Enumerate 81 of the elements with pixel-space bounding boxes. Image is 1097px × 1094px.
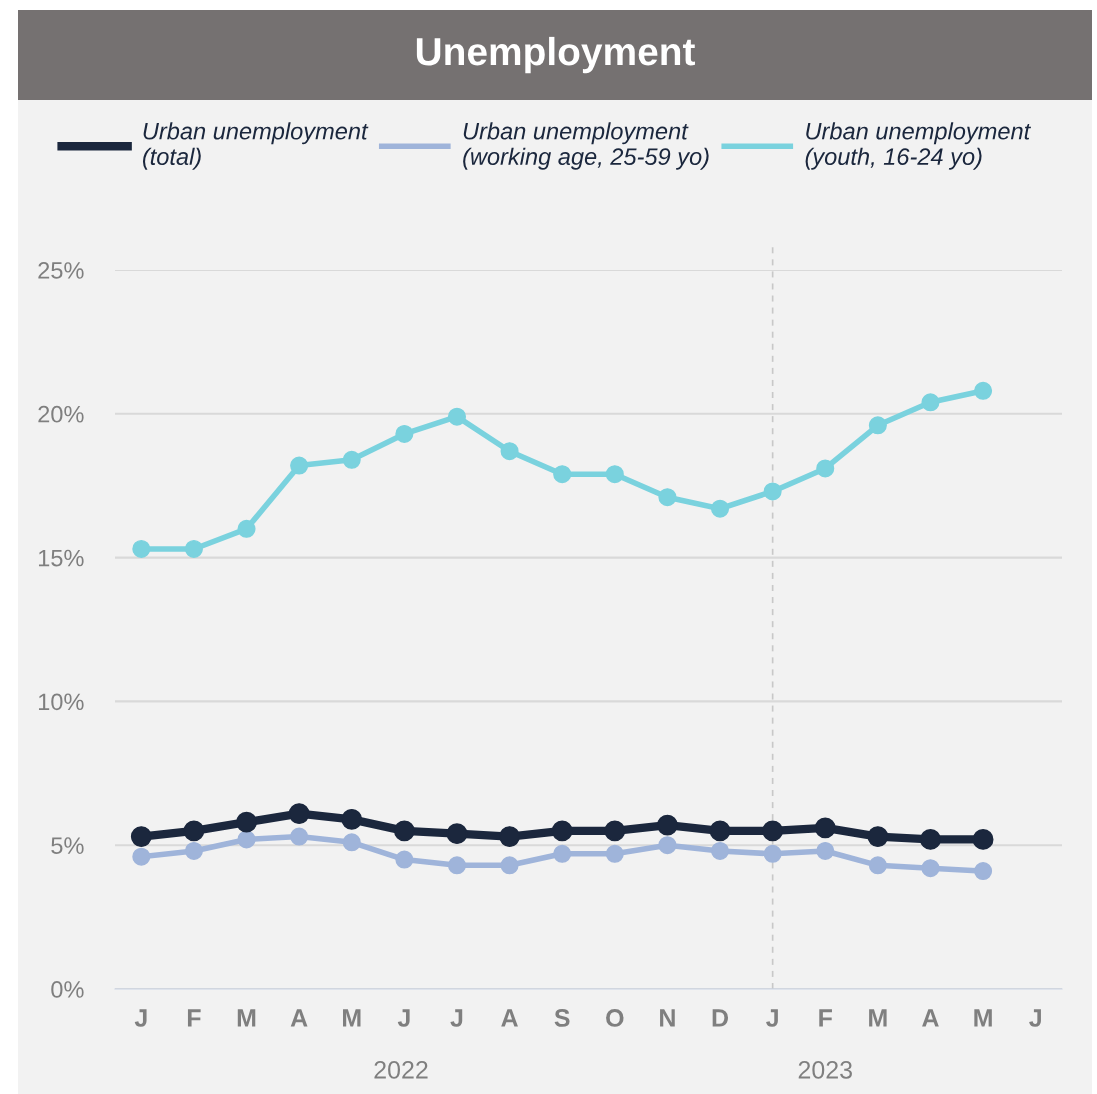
point — [972, 829, 994, 850]
x-tick-label: S — [554, 1009, 570, 1027]
point — [710, 499, 730, 518]
point — [393, 820, 415, 842]
point — [710, 841, 730, 860]
point — [658, 836, 677, 855]
x-tick-label: J — [134, 1009, 147, 1027]
point — [500, 442, 519, 461]
point — [237, 830, 256, 849]
point — [816, 459, 835, 478]
point — [553, 844, 572, 863]
x-tick-label: A — [501, 1009, 518, 1027]
point — [709, 820, 731, 842]
y-tick-label: 5% — [51, 837, 84, 854]
point — [816, 841, 835, 860]
x-tick-label: F — [187, 1009, 201, 1027]
point — [395, 424, 414, 443]
point — [605, 465, 624, 484]
point — [604, 820, 626, 842]
x-tick-label: N — [660, 1009, 675, 1027]
x-tick-label: A — [290, 1009, 308, 1027]
x-tick-label: O — [606, 1009, 624, 1027]
point — [814, 817, 836, 839]
point — [446, 823, 468, 845]
point — [868, 416, 887, 435]
point — [867, 826, 889, 847]
text: 2022 — [374, 1061, 428, 1079]
x-tick-label: J — [450, 1009, 463, 1027]
point — [132, 847, 151, 866]
x-tick-label: M — [343, 1009, 361, 1027]
point — [236, 811, 257, 833]
y-tick-label: 20% — [38, 405, 84, 423]
point — [974, 381, 993, 400]
point — [656, 814, 678, 836]
point — [499, 826, 521, 847]
point — [920, 829, 941, 850]
point — [762, 820, 784, 842]
point — [974, 862, 993, 881]
point — [551, 820, 573, 842]
x-tick-label: D — [712, 1009, 728, 1027]
point — [290, 827, 309, 846]
point — [342, 450, 361, 469]
point — [341, 808, 363, 830]
point — [290, 456, 309, 475]
y-tick-label: 25% — [38, 262, 84, 279]
point — [500, 856, 519, 875]
point — [447, 856, 467, 875]
x-tick-label: J — [766, 1009, 778, 1027]
point — [553, 465, 572, 484]
x-tick-label: F — [819, 1009, 832, 1027]
point — [132, 539, 151, 559]
point — [605, 844, 624, 863]
y-tick-label: 0% — [51, 981, 84, 998]
x-tick-label: M — [869, 1009, 887, 1027]
point — [763, 844, 782, 863]
point — [130, 826, 152, 847]
x-tick-label: J — [397, 1009, 410, 1027]
point — [288, 803, 310, 824]
point — [237, 519, 256, 538]
point — [395, 850, 414, 869]
point — [658, 488, 677, 507]
point — [868, 856, 887, 875]
x-tick-label: J — [1029, 1009, 1041, 1027]
point — [921, 393, 940, 412]
x-tick-label: A — [922, 1009, 939, 1027]
x-tick-label: M — [974, 1009, 992, 1027]
text: 2023 — [798, 1061, 852, 1079]
chart-title: Unemployment — [416, 36, 695, 74]
x-tick-label: M — [237, 1009, 256, 1027]
y-tick-label: 15% — [38, 549, 84, 567]
point — [921, 859, 940, 878]
point — [342, 833, 361, 852]
point — [184, 539, 203, 559]
y-tick-label: 10% — [38, 693, 84, 711]
point — [763, 482, 782, 501]
legend-label: Urban unemployment (youth, 16-24 yo) — [805, 122, 1032, 170]
legend-label: Urban unemployment (working age, 25-59 yo) — [463, 122, 709, 170]
legend-label: Urban unemployment (total) — [142, 122, 369, 170]
point — [447, 407, 467, 426]
point — [184, 841, 203, 860]
point — [183, 820, 205, 842]
